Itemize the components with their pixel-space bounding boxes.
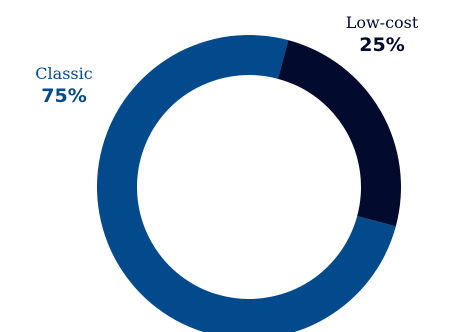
slice-label-classic: Classic 75%: [22, 64, 106, 108]
slice-label-low-cost: Low-cost 25%: [330, 13, 434, 57]
donut-slices: [97, 35, 401, 332]
slice-name-classic: Classic: [35, 64, 93, 83]
slice-name-low-cost: Low-cost: [345, 13, 419, 32]
donut-slice-low-cost: [277, 40, 401, 227]
slice-value-low-cost: 25%: [359, 34, 405, 56]
slice-value-classic: 75%: [41, 85, 87, 107]
